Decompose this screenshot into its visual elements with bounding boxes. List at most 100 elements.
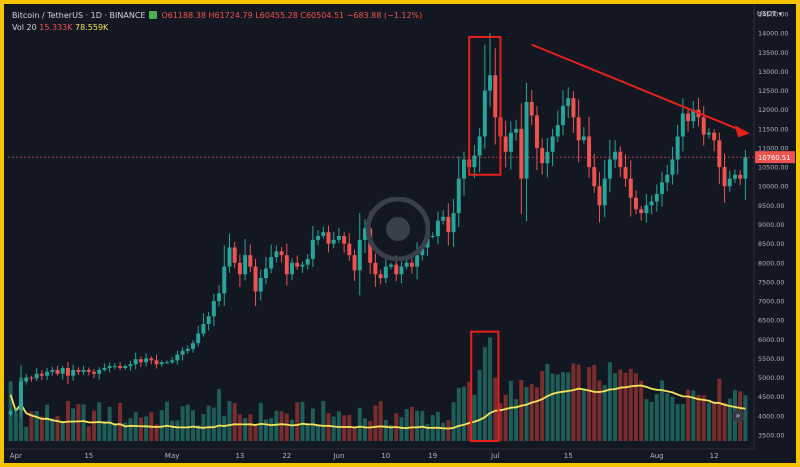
candle-body[interactable] [545,151,550,164]
candle-body[interactable] [430,235,435,237]
candle-body[interactable] [274,251,279,258]
candle-body[interactable] [686,113,691,122]
candle-body[interactable] [316,235,321,240]
candle-body[interactable] [24,377,29,382]
candle-body[interactable] [175,354,180,361]
candle-body[interactable] [738,174,743,179]
volume-label[interactable]: Vol 20 [12,23,37,32]
candle-body[interactable] [295,262,300,267]
candle-body[interactable] [92,371,96,374]
candle-body[interactable] [196,333,201,344]
candle-body[interactable] [227,247,232,267]
candle-body[interactable] [29,377,34,379]
candle-body[interactable] [211,301,216,317]
candle-body[interactable] [675,136,680,160]
candle-body[interactable] [639,209,644,214]
candle-body[interactable] [107,366,112,369]
candle-body[interactable] [50,369,55,372]
candle-body[interactable] [581,136,586,141]
candle-body[interactable] [357,239,362,271]
candle-body[interactable] [555,124,560,137]
candle-body[interactable] [633,197,638,210]
candle-body[interactable] [660,182,664,194]
candle-body[interactable] [39,373,44,376]
candle-body[interactable] [118,366,123,369]
candle-body[interactable] [65,368,70,376]
candle-body[interactable] [613,151,618,160]
candle-body[interactable] [164,362,169,364]
candle-body[interactable] [394,264,399,275]
candle-body[interactable] [514,128,519,133]
candle-body[interactable] [670,159,675,175]
candle-body[interactable] [404,262,409,267]
candle-body[interactable] [566,98,571,106]
candle-body[interactable] [253,266,258,292]
candle-body[interactable] [305,258,310,265]
candle-body[interactable] [722,167,727,187]
candle-body[interactable] [628,178,633,198]
candle-body[interactable] [81,369,86,372]
candle-body[interactable] [154,360,159,365]
candle-body[interactable] [550,136,555,152]
candle-body[interactable] [727,178,732,187]
candle-body[interactable] [435,220,440,236]
candle-body[interactable] [201,324,206,334]
candle-body[interactable] [415,255,420,267]
candle-body[interactable] [482,90,487,137]
candle-body[interactable] [462,159,466,179]
candle-body[interactable] [347,243,352,256]
candle-body[interactable] [571,98,576,118]
candle-body[interactable] [138,359,143,363]
candle-body[interactable] [602,178,607,206]
candle-body[interactable] [342,235,347,244]
price-axis[interactable] [754,4,796,463]
candle-body[interactable] [86,369,91,372]
candle-body[interactable] [373,262,378,275]
candle-body[interactable] [352,255,357,271]
candle-body[interactable] [217,293,222,302]
candle-body[interactable] [300,264,305,267]
candle-body[interactable] [654,193,659,202]
double-chevron-right-icon[interactable]: » [732,410,744,422]
candle-body[interactable] [623,167,628,179]
candle-body[interactable] [524,102,529,179]
candle-body[interactable] [60,368,65,374]
candle-body[interactable] [712,132,717,141]
candle-body[interactable] [149,358,154,361]
candle-body[interactable] [717,140,722,168]
candle-body[interactable] [493,75,498,118]
candle-body[interactable] [76,369,81,372]
candle-body[interactable] [701,117,706,135]
candle-body[interactable] [180,350,185,355]
candle-body[interactable] [237,262,242,275]
candle-body[interactable] [362,228,367,240]
candle-body[interactable] [290,262,294,275]
candle-body[interactable] [8,411,13,415]
candle-body[interactable] [123,366,128,369]
candle-body[interactable] [472,155,477,168]
candle-body[interactable] [441,216,446,221]
candle-body[interactable] [409,262,414,267]
candle-body[interactable] [232,247,237,263]
candle-body[interactable] [97,369,102,374]
candle-body[interactable] [144,358,149,363]
candle-body[interactable] [691,109,696,122]
candle-body[interactable] [519,128,524,179]
candle-body[interactable] [19,381,24,411]
candle-body[interactable] [456,178,461,214]
candle-body[interactable] [71,369,76,376]
symbol-title[interactable]: Bitcoin / TetherUS · 1D · BINANCE [12,11,146,20]
candle-body[interactable] [534,115,539,148]
candle-body[interactable] [112,366,117,368]
candle-body[interactable] [331,239,336,244]
candle-body[interactable] [243,255,248,275]
candle-body[interactable] [159,362,164,365]
candle-body[interactable] [128,364,133,367]
candle-body[interactable] [529,102,534,116]
candle-body[interactable] [133,359,138,365]
candle-body[interactable] [743,157,748,179]
candle-body[interactable] [222,266,227,294]
candle-body[interactable] [170,360,175,363]
candle-body[interactable] [34,373,39,379]
candle-body[interactable] [383,266,388,279]
